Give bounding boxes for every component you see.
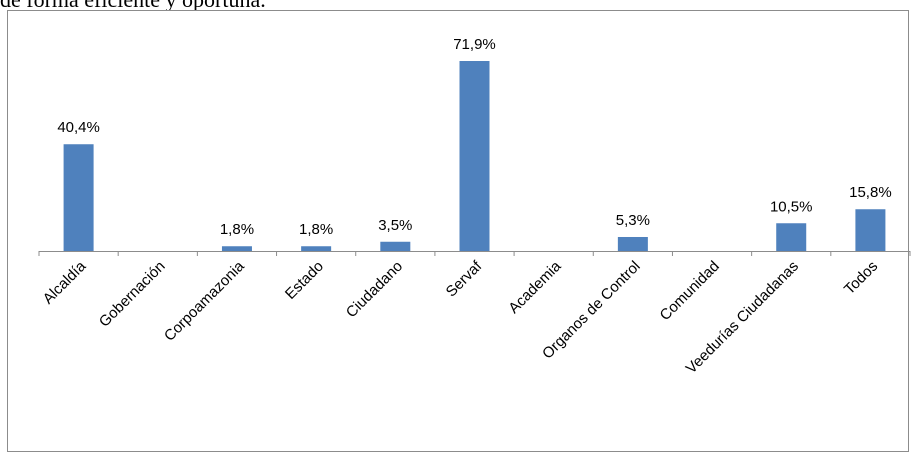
data-label: 1,8% <box>299 221 333 238</box>
category-label: Academia <box>505 257 565 317</box>
bar <box>459 61 490 251</box>
data-label: 1,8% <box>220 221 254 238</box>
bar <box>63 144 94 251</box>
data-label: 10,5% <box>770 198 813 215</box>
bar <box>301 246 332 251</box>
data-label: 5,3% <box>616 212 650 229</box>
data-labels-group: 40,4% 1,8% 1,8% 3,5% 71,9% 5,3% 10,5% 15,8% <box>57 36 891 238</box>
category-label: Comunidad <box>657 258 723 324</box>
bar <box>617 236 648 251</box>
data-label: 71,9% <box>453 36 496 53</box>
category-label: Ciudadano <box>343 258 406 321</box>
category-label: Corpoamazonia <box>161 257 248 344</box>
data-label: 15,8% <box>849 184 892 201</box>
data-label: 40,4% <box>57 119 100 136</box>
category-label: Alcaldía <box>40 257 90 307</box>
bar <box>380 241 411 251</box>
category-label: Todos <box>841 258 881 298</box>
bars-group <box>63 61 886 251</box>
x-axis-ticks-group <box>38 251 911 256</box>
bar <box>221 246 252 251</box>
data-label: 3,5% <box>378 217 412 234</box>
bar <box>855 209 886 251</box>
bar <box>776 223 807 251</box>
chart-frame <box>7 10 909 452</box>
category-label: Estado <box>282 258 327 303</box>
document-text: de forma eficiente y oportuna. <box>0 0 266 13</box>
category-label: Gobernación <box>96 258 169 331</box>
category-label: Servaf <box>443 257 486 300</box>
